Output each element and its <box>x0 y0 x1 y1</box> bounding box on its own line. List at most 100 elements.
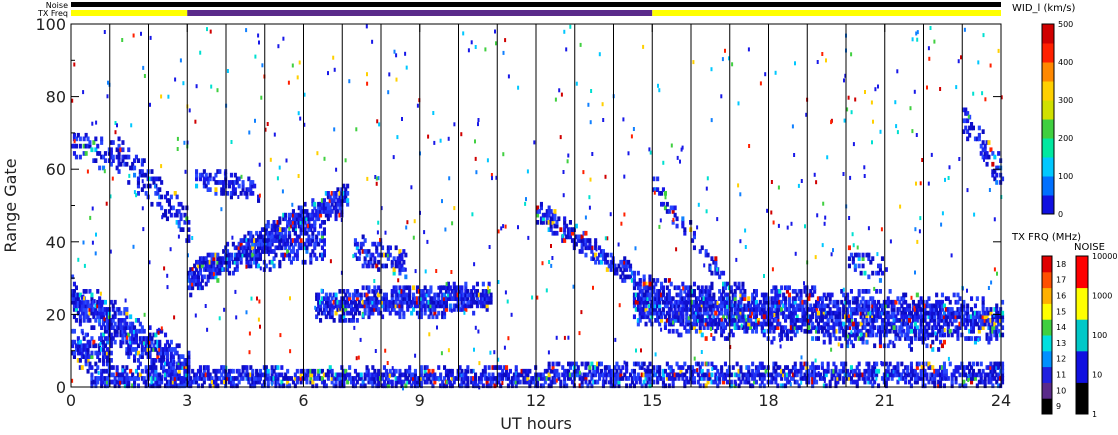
echo-cell-140 <box>113 332 117 338</box>
echo-cell-1021 <box>326 201 330 207</box>
echo-cell-4653 <box>942 303 946 309</box>
echo-cell-2811 <box>667 376 671 381</box>
echo-cell-4456 <box>884 314 888 320</box>
echo-cell-4293 <box>834 328 838 334</box>
echo-cell-1607 <box>425 292 429 298</box>
echo-cell-4037 <box>760 328 764 334</box>
echo-cell-25 <box>78 321 82 327</box>
echo-cell-733 <box>218 270 222 276</box>
echo-cell-2326 <box>377 376 381 381</box>
echo-cell-4375 <box>859 310 863 316</box>
echo-cell-2590 <box>541 376 545 381</box>
echo-cell-4106 <box>776 292 780 298</box>
echo-cell-777 <box>235 245 239 251</box>
echo-cell-348 <box>175 343 179 349</box>
echo-cell-2565 <box>526 379 530 385</box>
echo-cell-3495 <box>601 249 605 254</box>
echo-cell-1459 <box>371 310 375 316</box>
echo-cell-347 <box>175 350 179 356</box>
echo-cell-935 <box>293 216 297 222</box>
echo-cell-1601 <box>423 303 427 309</box>
echo-cell-2743 <box>629 383 633 389</box>
echo-cell-1120 <box>266 241 270 247</box>
echo-cell-2921 <box>737 383 741 389</box>
echo-cell-2497 <box>485 383 489 389</box>
echo-cell-969 <box>305 209 309 214</box>
echo-cell-4720 <box>966 336 970 341</box>
echo-cell-364 <box>183 379 187 385</box>
echo-cell-1009 <box>322 205 326 211</box>
echo-cell-2876 <box>706 376 710 381</box>
echo-cell-2692 <box>598 361 602 367</box>
echo-cell-2195 <box>288 376 292 381</box>
echo-cell-3215 <box>909 372 913 378</box>
echo-cell-38 <box>82 314 86 320</box>
echo-cell-3677 <box>660 292 664 298</box>
echo-cell-3873 <box>712 292 716 298</box>
echo-cell-4108 <box>778 307 782 312</box>
echo-cell-2824 <box>675 372 679 378</box>
echo-cell-3625 <box>646 292 650 298</box>
echo-cell-2666 <box>584 365 588 370</box>
echo-cell-3502 <box>607 263 611 269</box>
echo-cell-3498 <box>603 252 607 258</box>
echo-cell-3867 <box>712 321 716 327</box>
echo-cell-2947 <box>751 361 755 367</box>
echo-cell-4134 <box>785 285 789 291</box>
echo-cell-3523 <box>623 278 627 283</box>
echo-cell-2103 <box>231 368 235 374</box>
echo-cell-4566 <box>919 336 923 341</box>
echo-cell-1062 <box>342 198 346 203</box>
echo-cell-134 <box>111 325 115 330</box>
echo-cell-519 <box>103 151 107 156</box>
echo-cell-2949 <box>753 376 757 381</box>
echo-cell-4344 <box>849 310 853 316</box>
echo-cell-852 <box>264 238 268 243</box>
echo-cell-1851 <box>398 249 402 254</box>
echo-cell-483 <box>72 143 76 149</box>
echo-cell-3217 <box>909 365 913 370</box>
echo-cell-4788 <box>987 325 991 330</box>
echo-cell-3972 <box>739 289 743 294</box>
echo-cell-3010 <box>787 379 791 385</box>
echo-cell-3578 <box>634 299 638 305</box>
echo-cell-869 <box>270 241 274 247</box>
echo-cell-3548 <box>636 270 640 276</box>
echo-cell-4623 <box>935 303 939 309</box>
echo-cell-3880 <box>716 303 720 309</box>
echo-cell-2187 <box>282 376 286 381</box>
echo-cell-2467 <box>464 372 468 378</box>
echo-cell-3800 <box>694 307 698 312</box>
echo-cell-2751 <box>632 368 636 374</box>
echo-cell-1943 <box>142 379 146 385</box>
echo-cell-1534 <box>398 285 402 291</box>
echo-cell-4872 <box>704 252 708 258</box>
echo-cell-531 <box>111 140 115 145</box>
echo-cell-1497 <box>384 296 388 301</box>
echo-cell-69 <box>92 310 96 316</box>
echo-cell-3440 <box>568 230 572 236</box>
echo-cell-3316 <box>968 372 972 378</box>
echo-cell-90 <box>100 325 104 330</box>
echo-cell-2358 <box>396 376 400 381</box>
echo-cell-1050 <box>338 201 342 207</box>
echo-cell-4695 <box>956 307 960 312</box>
echo-cell-1212 <box>313 227 317 232</box>
echo-cell-4094 <box>774 296 778 301</box>
echo-cell-2765 <box>640 361 644 367</box>
echo-cell-529 <box>111 158 115 163</box>
echo-cell-750 <box>226 267 230 272</box>
echo-cell-978 <box>311 223 315 229</box>
echo-cell-1269 <box>222 183 226 189</box>
echo-cell-967 <box>305 216 309 222</box>
echo-cell-1939 <box>136 365 140 370</box>
echo-cell-1361 <box>334 310 338 316</box>
echo-cell-148 <box>115 325 119 330</box>
echo-cell-2889 <box>714 372 718 378</box>
echo-cell-3047 <box>809 372 813 378</box>
echo-cell-910 <box>284 230 288 236</box>
echo-cell-1731 <box>470 296 474 301</box>
echo-cell-2980 <box>770 372 774 378</box>
echo-cell-949 <box>299 223 303 229</box>
echo-cell-2850 <box>691 372 695 378</box>
